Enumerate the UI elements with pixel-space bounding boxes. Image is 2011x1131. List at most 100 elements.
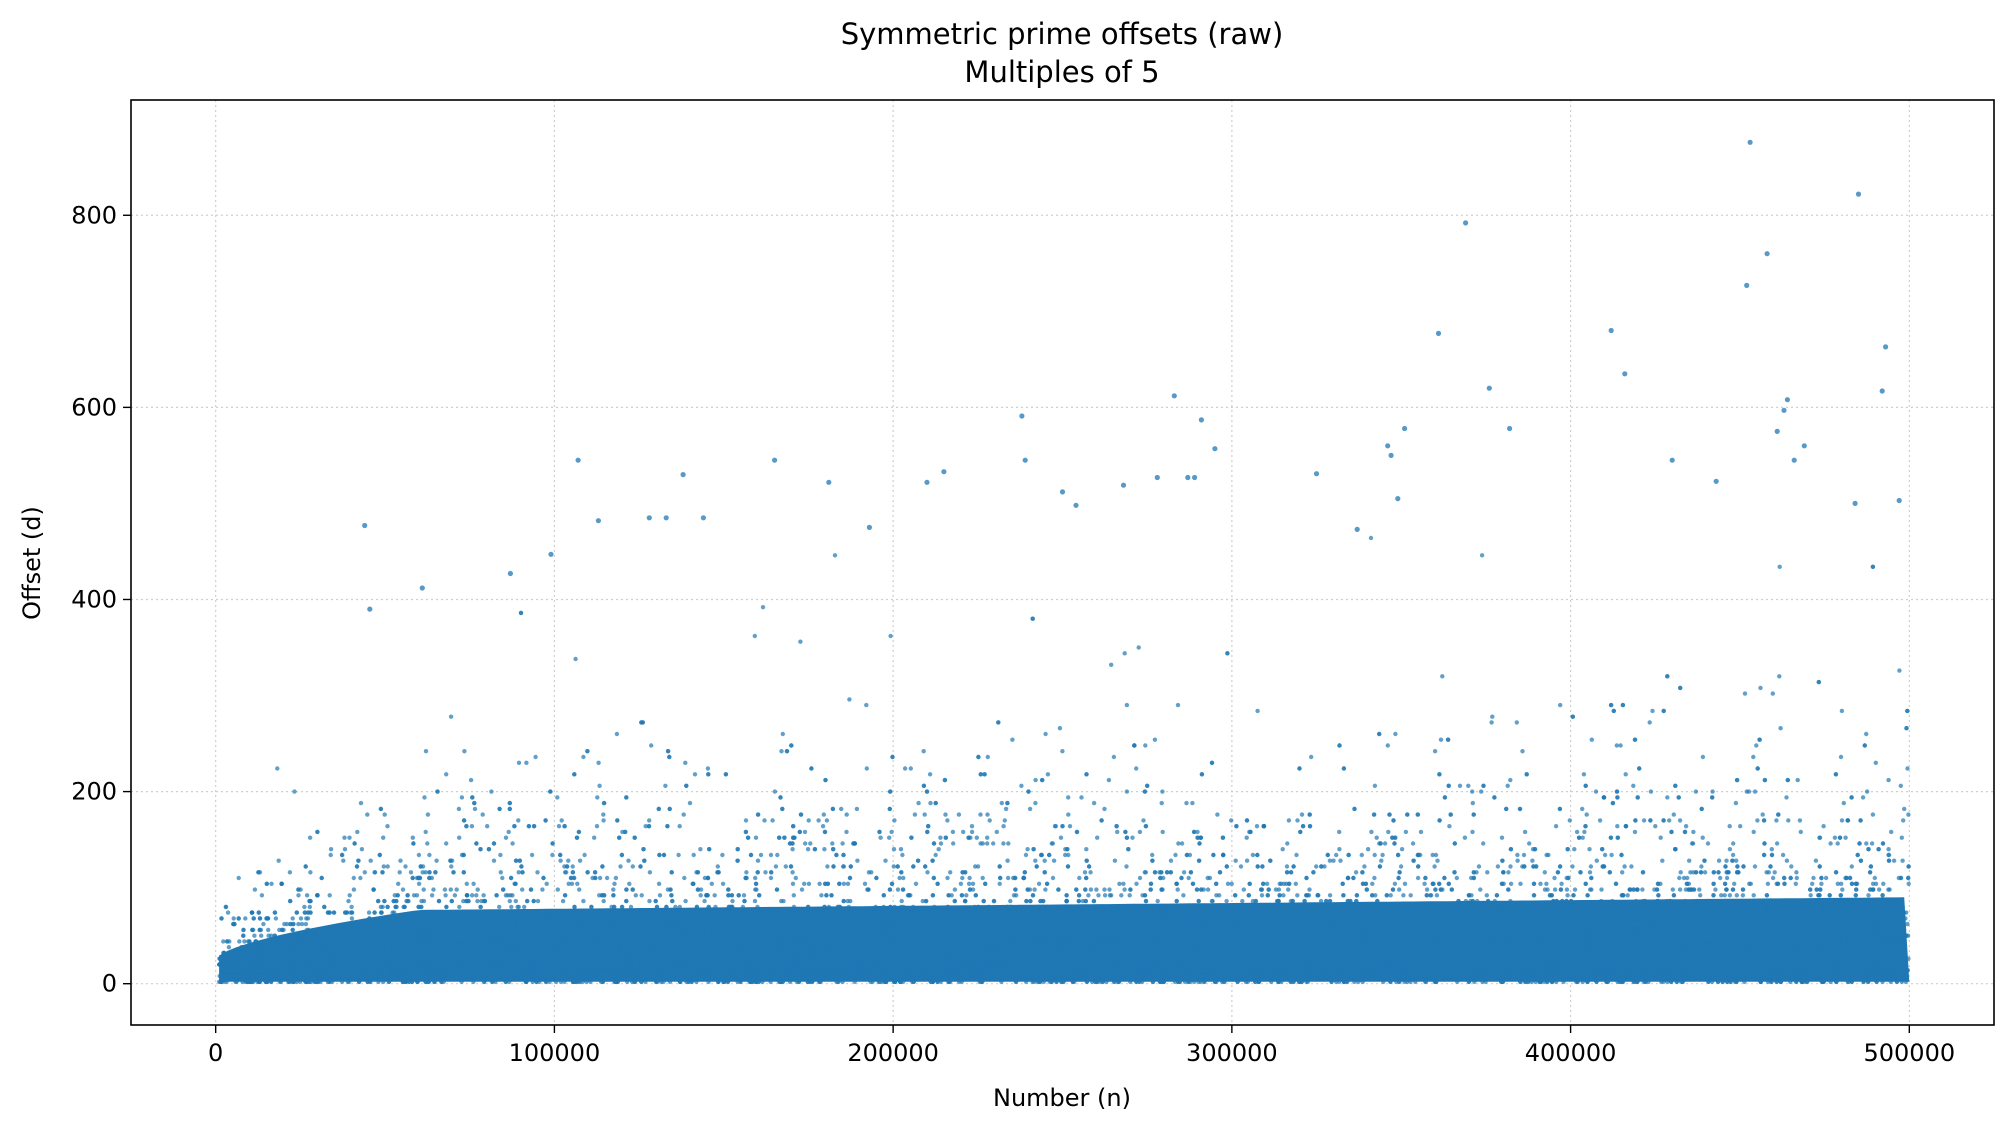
scatter-point <box>1796 921 1802 927</box>
scatter-point <box>1581 772 1587 777</box>
scatter-point <box>555 795 560 800</box>
scatter-point <box>442 950 447 956</box>
scatter-point <box>1699 927 1705 933</box>
scatter-point <box>933 852 938 858</box>
scatter-point <box>1794 870 1799 875</box>
scatter-point <box>1738 824 1743 829</box>
scatter-point <box>1903 979 1909 984</box>
scatter-point <box>466 910 472 915</box>
scatter-point <box>1337 979 1342 984</box>
scatter-point <box>1309 956 1314 961</box>
scatter-point <box>423 910 428 915</box>
scatter-point <box>1141 933 1146 938</box>
scatter-point <box>303 921 309 927</box>
scatter-point <box>1845 956 1851 961</box>
scatter-point <box>994 956 1000 961</box>
scatter-point <box>819 893 824 898</box>
scatter-point <box>1727 824 1732 829</box>
scatter-point <box>1549 910 1554 915</box>
scatter-point <box>1885 933 1890 938</box>
scatter-point <box>1718 875 1723 881</box>
scatter-point <box>273 916 279 921</box>
scatter-point <box>647 818 652 823</box>
scatter-point <box>1299 812 1305 817</box>
scatter-point <box>1432 904 1437 910</box>
scatter-point <box>1505 783 1510 788</box>
scatter-point <box>967 875 972 881</box>
scatter-point <box>1152 737 1158 742</box>
scatter-point <box>1423 979 1429 984</box>
scatter-point <box>1372 875 1377 881</box>
scatter-point <box>318 979 323 984</box>
scatter-point <box>1724 858 1729 863</box>
scatter-point <box>1769 847 1775 852</box>
scatter-point <box>1832 835 1838 840</box>
scatter-point <box>552 945 557 950</box>
scatter-point <box>1644 950 1650 956</box>
scatter-point <box>1899 979 1905 984</box>
scatter-point <box>613 875 619 881</box>
scatter-point <box>1527 904 1532 910</box>
scatter-point <box>1137 933 1143 938</box>
scatter-point <box>1372 783 1378 788</box>
scatter-point <box>1442 927 1448 933</box>
scatter-point <box>309 950 314 956</box>
scatter-point <box>275 766 280 771</box>
scatter-point <box>746 939 751 944</box>
scatter-point <box>539 916 544 921</box>
scatter-point <box>660 956 666 961</box>
scatter-point <box>1088 916 1094 921</box>
scatter-point <box>646 968 651 973</box>
scatter-point <box>1549 945 1554 950</box>
scatter-point <box>1444 956 1450 961</box>
scatter-point <box>943 812 948 817</box>
scatter-point <box>1307 887 1312 892</box>
scatter-point <box>1043 887 1048 892</box>
scatter-point <box>334 927 340 933</box>
scatter-point <box>1677 887 1683 892</box>
scatter-point <box>659 979 664 984</box>
scatter-point <box>1032 979 1037 984</box>
scatter-point <box>1372 852 1377 858</box>
scatter-point <box>911 904 916 910</box>
scatter-point <box>615 927 621 933</box>
scatter-point <box>837 962 842 967</box>
scatter-point <box>649 945 655 950</box>
scatter-point <box>891 847 897 852</box>
scatter-point <box>695 956 700 961</box>
scatter-point <box>1775 921 1780 927</box>
scatter-point <box>1779 950 1784 956</box>
scatter-point <box>1025 847 1030 852</box>
scatter-point <box>1891 858 1897 863</box>
scatter-point <box>1470 829 1475 835</box>
scatter-point <box>575 939 581 944</box>
scatter-point <box>1889 829 1894 835</box>
scatter-point <box>1722 962 1727 967</box>
scatter-point <box>1756 968 1762 973</box>
scatter-point <box>379 921 385 927</box>
scatter-point <box>1872 956 1878 961</box>
scatter-point <box>889 829 894 835</box>
scatter-point <box>1731 841 1736 846</box>
scatter-point <box>727 968 732 973</box>
scatter-point <box>1527 933 1533 938</box>
scatter-point <box>1670 921 1676 927</box>
scatter-point <box>1095 835 1100 840</box>
scatter-point <box>855 927 861 933</box>
scatter-point <box>1647 720 1652 725</box>
scatter-point <box>1363 916 1369 921</box>
scatter-point <box>1877 904 1882 910</box>
scatter-point <box>1250 910 1256 915</box>
scatter-point <box>1470 789 1475 794</box>
scatter-point <box>1690 933 1695 938</box>
scatter-point <box>1772 904 1777 910</box>
scatter-point <box>1160 829 1165 835</box>
scatter-point <box>901 875 906 881</box>
scatter-point <box>1238 910 1243 915</box>
scatter-point <box>973 973 978 979</box>
scatter-point <box>502 939 508 944</box>
scatter-point <box>612 881 617 886</box>
scatter-point <box>577 887 582 892</box>
scatter-point <box>786 973 791 979</box>
scatter-point <box>351 887 357 892</box>
